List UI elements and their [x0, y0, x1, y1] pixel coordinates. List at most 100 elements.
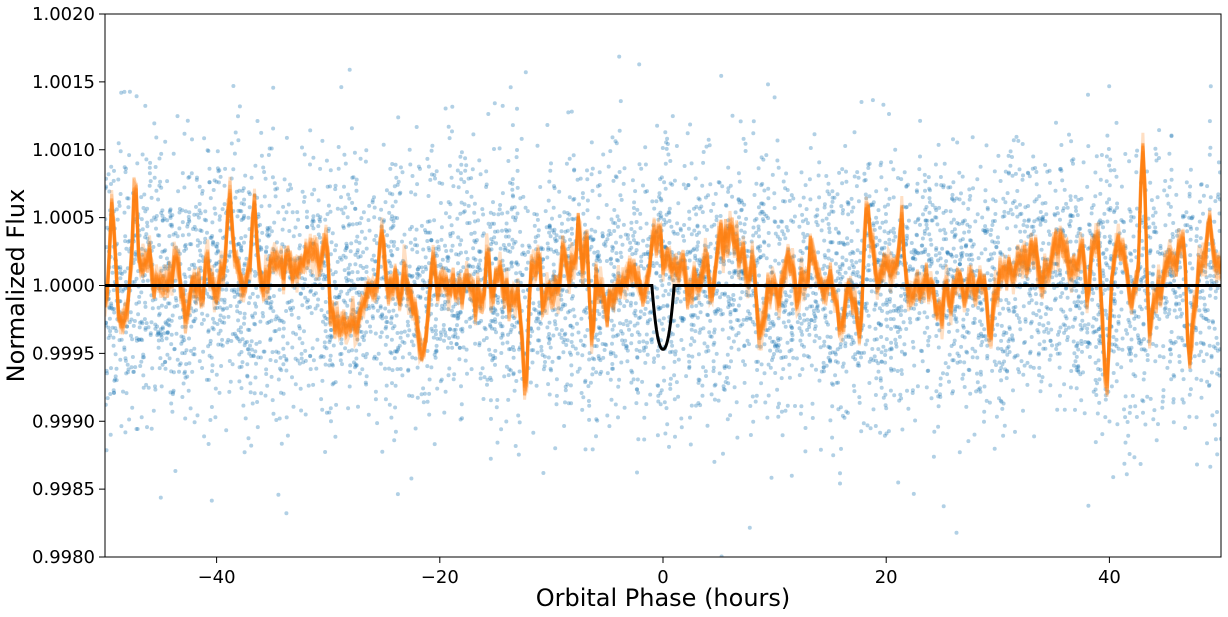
scatter-point	[295, 358, 300, 363]
scatter-point	[471, 308, 476, 313]
scatter-point	[433, 355, 438, 360]
scatter-point	[815, 304, 820, 309]
scatter-point	[1142, 337, 1146, 342]
scatter-point	[1054, 120, 1058, 125]
scatter-point	[299, 408, 304, 413]
scatter-point	[109, 164, 114, 169]
scatter-point	[393, 215, 397, 220]
scatter-point	[1169, 330, 1174, 334]
scatter-point	[776, 405, 780, 410]
scatter-point	[925, 369, 930, 373]
scatter-point	[557, 332, 562, 337]
scatter-point	[140, 152, 145, 157]
scatter-point	[766, 289, 771, 294]
scatter-point	[1103, 387, 1108, 392]
scatter-point	[590, 356, 595, 361]
scatter-point	[889, 355, 893, 360]
scatter-point	[262, 194, 267, 199]
scatter-point	[632, 211, 637, 216]
scatter-point	[271, 411, 276, 416]
scatter-point	[1034, 170, 1039, 174]
scatter-point	[383, 306, 388, 311]
scatter-point	[866, 313, 871, 318]
scatter-point	[562, 210, 567, 215]
scatter-point	[692, 313, 697, 318]
scatter-point	[112, 390, 116, 395]
scatter-point	[392, 356, 397, 361]
scatter-point	[978, 319, 982, 324]
scatter-point	[517, 420, 522, 425]
scatter-point	[447, 336, 452, 341]
scatter-point	[726, 381, 731, 386]
scatter-point	[708, 300, 713, 305]
scatter-point	[167, 356, 172, 361]
scatter-point	[1023, 317, 1028, 322]
scatter-point	[875, 286, 879, 291]
scatter-point	[260, 311, 265, 315]
scatter-point	[627, 268, 631, 273]
scatter-point	[423, 228, 427, 233]
scatter-point	[1126, 433, 1131, 438]
scatter-point	[156, 338, 161, 343]
scatter-point	[207, 353, 212, 358]
scatter-point	[290, 345, 295, 350]
scatter-point	[400, 373, 405, 378]
scatter-point	[712, 459, 717, 464]
scatter-point	[1124, 472, 1129, 477]
scatter-point	[271, 85, 276, 90]
scatter-point	[139, 319, 144, 324]
scatter-point	[1180, 213, 1185, 218]
scatter-point	[929, 218, 934, 223]
scatter-point	[450, 313, 455, 318]
scatter-point	[494, 241, 499, 246]
scatter-point	[595, 249, 600, 254]
scatter-point	[533, 239, 538, 244]
scatter-point	[1112, 292, 1117, 297]
scatter-point	[1039, 247, 1044, 252]
scatter-point	[203, 236, 208, 241]
scatter-point	[260, 230, 265, 235]
scatter-point	[581, 395, 586, 400]
scatter-point	[676, 394, 681, 399]
scatter-point	[1195, 462, 1199, 467]
scatter-point	[355, 250, 360, 255]
scatter-point	[566, 255, 571, 260]
scatter-point	[255, 400, 260, 404]
scatter-point	[118, 192, 123, 196]
scatter-point	[520, 252, 525, 257]
scatter-point	[765, 415, 770, 420]
scatter-point	[380, 313, 385, 318]
scatter-point	[844, 169, 848, 174]
scatter-point	[713, 191, 718, 196]
scatter-point	[716, 180, 721, 185]
scatter-point	[825, 334, 830, 339]
scatter-point	[552, 227, 557, 232]
scatter-point	[741, 136, 746, 141]
scatter-point	[1019, 239, 1024, 244]
scatter-point	[1197, 353, 1202, 358]
scatter-point	[157, 366, 162, 371]
scatter-point	[523, 205, 528, 210]
scatter-point	[253, 322, 258, 327]
scatter-point	[391, 243, 396, 248]
scatter-point	[762, 240, 767, 245]
scatter-point	[116, 141, 121, 146]
scatter-point	[399, 330, 404, 335]
scatter-point	[996, 153, 1001, 158]
scatter-point	[1112, 342, 1117, 347]
scatter-point	[175, 234, 180, 239]
scatter-point	[569, 372, 574, 377]
scatter-point	[425, 399, 430, 404]
scatter-point	[343, 205, 348, 210]
scatter-point	[282, 177, 287, 182]
scatter-point	[1199, 182, 1203, 187]
scatter-point	[1148, 180, 1153, 185]
scatter-point	[904, 205, 908, 210]
scatter-point	[807, 177, 812, 182]
scatter-point	[957, 170, 962, 175]
scatter-point	[840, 275, 845, 279]
scatter-point	[1148, 248, 1153, 253]
scatter-point	[548, 345, 553, 350]
scatter-point	[559, 307, 564, 312]
scatter-point	[239, 209, 244, 214]
